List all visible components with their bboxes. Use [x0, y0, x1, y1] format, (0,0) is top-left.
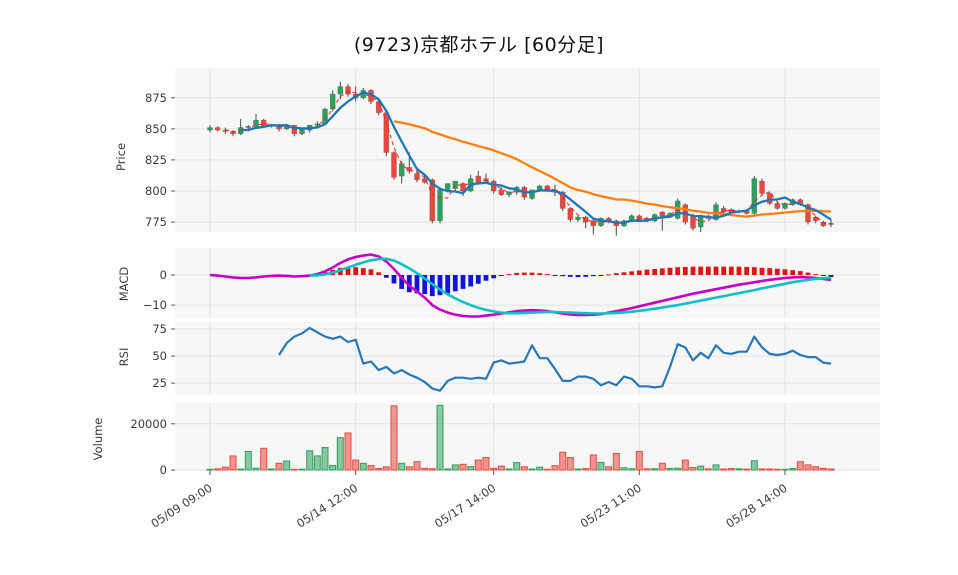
macd-panel: 0 −10 [143, 248, 880, 318]
ma-short-dashed-line [225, 91, 832, 225]
price-panel: 875 850 825 800 775 [145, 68, 880, 232]
svg-text:850: 850 [145, 122, 167, 136]
svg-text:05/14 12:00: 05/14 12:00 [294, 481, 360, 531]
candlesticks [207, 81, 834, 236]
macd-histogram [314, 266, 834, 297]
svg-text:0: 0 [160, 268, 167, 282]
svg-text:05/09 09:00: 05/09 09:00 [148, 481, 214, 531]
svg-text:775: 775 [145, 215, 167, 229]
chart-title: (9723)京都ホテル [60分足] [353, 34, 605, 56]
svg-text:800: 800 [145, 184, 167, 198]
rsi-panel: 75 50 25 [152, 322, 880, 395]
svg-text:0: 0 [160, 463, 167, 477]
svg-text:05/17 14:00: 05/17 14:00 [432, 481, 498, 531]
macd-signal-line [309, 257, 832, 315]
svg-text:50: 50 [152, 349, 167, 363]
svg-text:75: 75 [152, 322, 167, 336]
svg-text:825: 825 [145, 153, 167, 167]
volume-panel: 20000 0 [130, 403, 880, 477]
svg-text:20000: 20000 [130, 417, 167, 431]
svg-text:−10: −10 [143, 298, 167, 312]
svg-text:875: 875 [145, 91, 167, 105]
svg-text:05/23 11:00: 05/23 11:00 [578, 481, 644, 531]
svg-text:05/28 14:00: 05/28 14:00 [723, 481, 789, 531]
ma-mid-line [240, 91, 832, 224]
ma-long-line [393, 120, 832, 218]
rsi-line [278, 326, 832, 392]
x-axis: 05/09 09:00 05/14 12:00 05/17 14:00 05/23 1… [148, 470, 790, 531]
volume-bars [206, 404, 835, 471]
svg-text:25: 25 [152, 376, 167, 390]
